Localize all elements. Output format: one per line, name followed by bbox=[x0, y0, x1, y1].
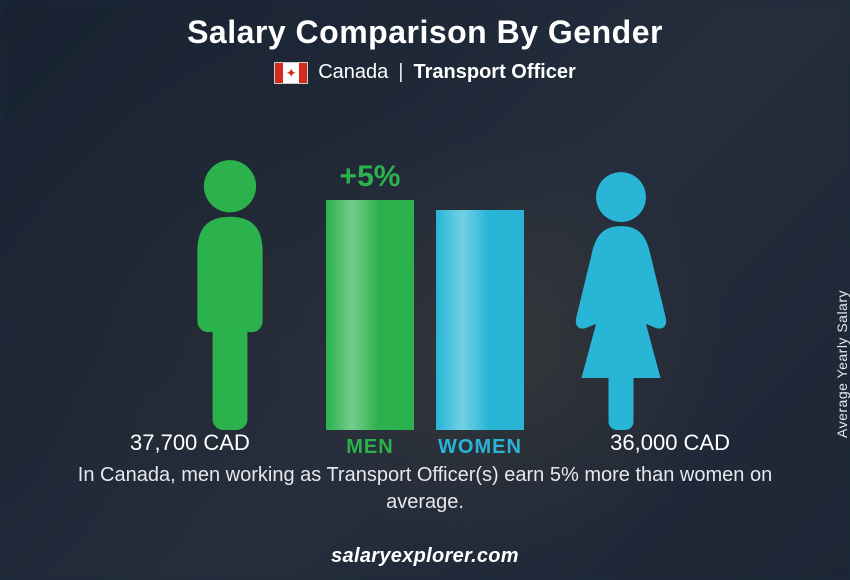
bar-women: WOMEN bbox=[436, 210, 524, 430]
salary-men: 37,700 CAD bbox=[130, 430, 250, 456]
page-title: Salary Comparison By Gender bbox=[0, 0, 850, 51]
subtitle: ✦ Canada | Transport Officer bbox=[0, 61, 850, 84]
caption: In Canada, men working as Transport Offi… bbox=[0, 462, 850, 516]
job-title: Transport Officer bbox=[414, 61, 576, 84]
canada-flag-icon: ✦ bbox=[274, 62, 308, 84]
difference-label: +5% bbox=[340, 160, 401, 194]
footer-brand: salaryexplorer.com bbox=[0, 545, 850, 568]
salary-women: 36,000 CAD bbox=[610, 430, 730, 456]
y-axis-label: Average Yearly Salary bbox=[834, 290, 850, 438]
bar-group: +5% MEN WOMEN bbox=[326, 200, 524, 430]
bar-label-men: MEN bbox=[346, 436, 393, 459]
bar-men: +5% MEN bbox=[326, 200, 414, 430]
bar-label-women: WOMEN bbox=[438, 436, 522, 459]
female-figure-icon bbox=[567, 170, 675, 430]
separator: | bbox=[398, 61, 403, 84]
male-figure-icon bbox=[175, 158, 285, 430]
country-label: Canada bbox=[318, 61, 388, 84]
chart-area: +5% MEN WOMEN 37,700 CAD 36,000 CAD bbox=[0, 100, 850, 460]
